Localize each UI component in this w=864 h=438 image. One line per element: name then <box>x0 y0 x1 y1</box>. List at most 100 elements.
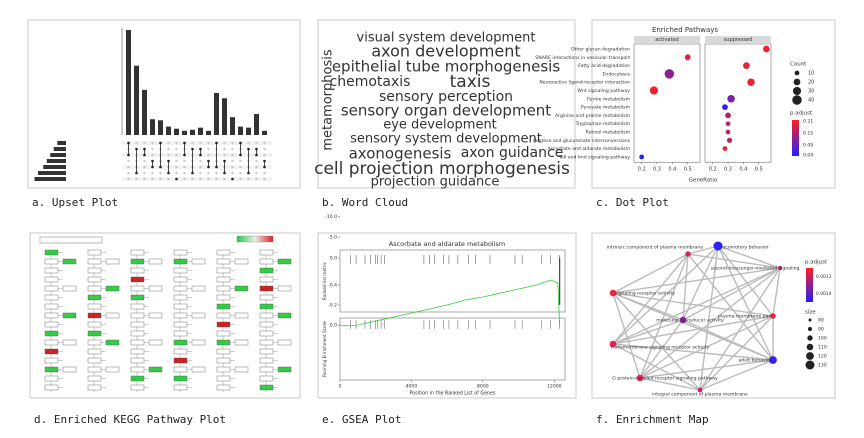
word: sensory perception <box>379 89 513 105</box>
bar <box>262 130 267 135</box>
matrix-dot <box>191 177 194 181</box>
gene-box <box>216 339 231 346</box>
gene-box <box>216 375 231 382</box>
gene-box <box>259 339 274 346</box>
pathway-label: Toll and Imd signaling pathway <box>558 154 630 160</box>
matrix-dot <box>143 177 146 181</box>
dot <box>747 78 755 86</box>
gene-box <box>173 258 188 265</box>
gene-box <box>148 312 163 319</box>
matrix-band <box>122 177 272 181</box>
gene-box <box>259 321 274 328</box>
gene-box <box>259 285 274 292</box>
legend-dot <box>792 95 802 105</box>
gene-box <box>216 348 231 355</box>
pathway-label: Purine metabolism <box>587 96 631 102</box>
gene-box <box>87 267 102 274</box>
edge <box>639 377 701 391</box>
x-tick-label: 8000 <box>477 384 489 390</box>
node-label: intrinsic component of plasma membrane <box>607 245 704 251</box>
pathway-label: Fatty acid degradation <box>578 63 630 69</box>
node <box>636 374 644 382</box>
matrix-dot <box>135 177 138 181</box>
matrix-dot <box>151 147 154 151</box>
matrix-dot <box>151 153 154 157</box>
matrix-dot <box>255 165 258 169</box>
node-label: molecular transducer activity <box>656 318 724 324</box>
edge <box>682 267 781 321</box>
legend-dot <box>792 86 802 96</box>
facet-label: activated <box>655 37 678 43</box>
gene-box <box>148 285 163 292</box>
plot-area <box>339 249 566 313</box>
matrix-band <box>122 141 272 145</box>
matrix-dot <box>255 177 258 181</box>
gene-box <box>87 375 102 382</box>
legend-label: 10 <box>808 71 814 77</box>
gene-box <box>87 384 102 391</box>
bar <box>206 130 211 135</box>
gene-box <box>87 348 102 355</box>
dot <box>725 112 731 119</box>
gene-box <box>130 312 145 319</box>
gene-box <box>216 357 231 364</box>
matrix-dot <box>151 177 154 181</box>
edge <box>772 267 781 317</box>
dot <box>722 104 728 111</box>
legend-label: 100 <box>818 336 827 342</box>
matrix-dot <box>199 141 202 145</box>
word: taxis <box>450 72 491 92</box>
gene-box <box>277 258 292 265</box>
gene-box <box>44 258 59 265</box>
legend-dot <box>808 318 812 322</box>
dot <box>763 45 770 53</box>
matrix-dot <box>207 147 210 151</box>
gene-box <box>216 276 231 283</box>
set-bar <box>53 147 66 151</box>
matrix-band <box>122 159 272 163</box>
gene-box <box>62 312 77 319</box>
facet-strip <box>634 36 700 43</box>
matrix-dot <box>127 165 130 169</box>
matrix-dot <box>183 171 186 175</box>
gene-box <box>259 249 274 256</box>
legend-label: 130 <box>818 363 827 369</box>
gene-box <box>173 366 188 373</box>
gene-box <box>130 330 145 337</box>
matrix-dot <box>207 171 210 175</box>
gene-box <box>234 285 249 292</box>
gene-box <box>130 366 145 373</box>
legend-label: 0.15 <box>803 131 813 137</box>
gene-box <box>44 249 59 256</box>
matrix-dot <box>175 177 178 181</box>
dot <box>684 54 691 61</box>
gene-box <box>87 303 102 310</box>
legend-label: 0.0014 <box>816 291 832 297</box>
gene-box <box>87 294 102 301</box>
node <box>770 313 776 319</box>
matrix-dot <box>255 171 258 175</box>
matrix-dot <box>263 147 266 151</box>
matrix-dot <box>231 159 234 163</box>
gene-box <box>130 375 145 382</box>
bar <box>174 128 179 135</box>
matrix-band <box>122 147 272 151</box>
bar <box>166 126 171 135</box>
gene-box <box>259 357 274 364</box>
edge <box>612 292 701 391</box>
running-score <box>339 279 560 327</box>
pathway-label: Endocytosis <box>603 71 631 77</box>
bar <box>222 98 227 135</box>
gene-box <box>130 276 145 283</box>
matrix-dot <box>167 177 170 181</box>
word: epithelial tube morphogenesis <box>332 58 561 76</box>
matrix-dot <box>127 159 130 163</box>
matrix-dot <box>127 171 130 175</box>
word: metamorphosis <box>321 49 336 151</box>
node <box>713 241 723 251</box>
matrix-dot <box>263 177 266 181</box>
legend-label: 30 <box>808 89 814 95</box>
legend-label: 0.0013 <box>816 274 832 280</box>
gene-box <box>130 267 145 274</box>
gene-box <box>44 357 59 364</box>
